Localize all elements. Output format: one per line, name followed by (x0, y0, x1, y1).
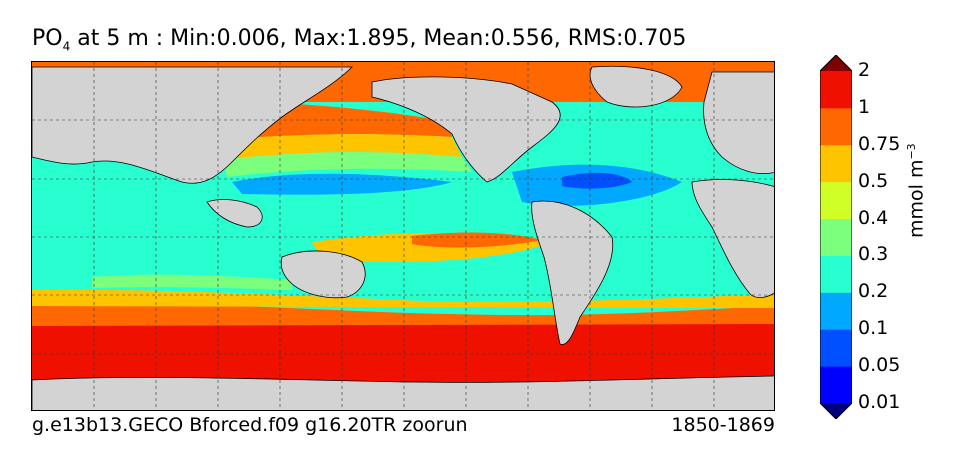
unit-exponent: −3 (905, 143, 918, 160)
greenland (589, 65, 683, 108)
colorbar-segments (820, 55, 852, 419)
antarctica (32, 375, 774, 410)
colorbar-tick-label: 0.05 (858, 354, 901, 377)
title-variable-subscript: 4 (62, 39, 71, 54)
unit-main: mmol m (905, 159, 928, 238)
title-statistics: at 5 m : Min:0.006, Max:1.895, Mean:0.55… (70, 26, 687, 51)
colorbar-tick-label: 0.01 (858, 391, 901, 413)
south-pacific-inner (412, 232, 542, 248)
map-panel (31, 61, 775, 411)
title-variable: PO (32, 26, 63, 51)
europe-east (703, 71, 774, 174)
colorbar-tick-label: 1 (858, 95, 871, 118)
ocean-map (32, 62, 774, 410)
colorbar-tick-label: 0.5 (858, 169, 889, 192)
graticule (32, 62, 774, 410)
colorbar-tick-label: 0.75 (858, 132, 901, 155)
colorbar-cell (820, 218, 852, 256)
colorbar-unit: mmol m−3 (905, 143, 927, 238)
africa (691, 179, 774, 298)
continents (32, 65, 774, 410)
year-range: 1850-1869 (671, 414, 775, 436)
map-title: PO4 at 5 m : Min:0.006, Max:1.895, Mean:… (32, 26, 686, 53)
colorbar-cell (820, 144, 852, 183)
australia (280, 250, 366, 299)
north-pacific-green (222, 152, 472, 177)
indian-ocean-band (92, 274, 292, 290)
colorbar-cell (820, 181, 852, 220)
colorbar (820, 55, 852, 419)
colorbar-cell (820, 107, 852, 146)
colorbar-tick-label: 0.2 (858, 280, 889, 303)
colorbar-cell (820, 329, 852, 367)
colorbar-extend-low (820, 403, 852, 419)
colorbar-tick-label: 0.3 (858, 243, 889, 266)
maritime-continent (206, 199, 263, 228)
colorbar-cell (820, 255, 852, 293)
colorbar-tick-label: 0.4 (858, 206, 889, 229)
southern-ocean-transition (32, 301, 774, 326)
colorbar-tick-label: 2 (858, 59, 871, 81)
eurasia (32, 66, 353, 184)
colorbar-cell (820, 71, 852, 109)
colorbar-cell (820, 292, 852, 330)
north-atlantic-core (562, 172, 632, 189)
colorbar-tick-label: 0.1 (858, 317, 889, 340)
run-name: g.e13b13.GECO Bforced.f09 g16.20TR zooru… (32, 414, 468, 436)
north-pacific-yellow (217, 134, 462, 160)
colorbar-extend-high (820, 55, 852, 71)
colorbar-cell (820, 366, 852, 404)
